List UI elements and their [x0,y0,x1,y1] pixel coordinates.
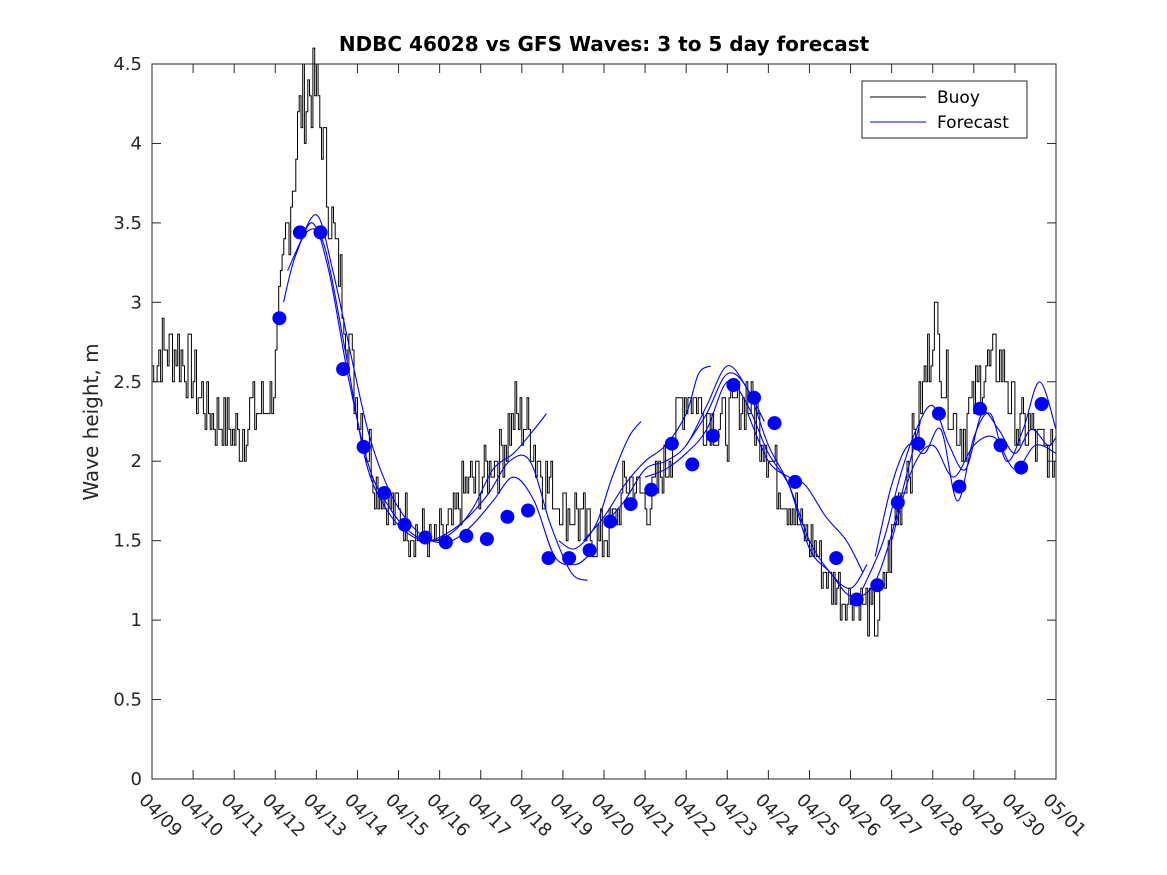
forecast-line [747,413,864,573]
forecast-point [685,457,700,472]
forecast-point [272,311,287,326]
legend-box [861,80,1028,139]
forecast-point [603,514,618,529]
y-tick-label: 2 [131,451,142,472]
forecast-markers [272,225,1049,607]
forecast-point [562,551,577,566]
y-tick-label: 1 [131,610,142,631]
forecast-point [397,517,412,532]
forecast-point [890,495,905,510]
forecast-point [336,362,351,377]
forecast-point [377,486,392,500]
forecast-line [685,372,921,598]
forecast-point [788,474,803,489]
forecast-point [313,225,328,240]
forecast-point [973,401,987,416]
y-tick-label: 2.5 [113,372,142,393]
legend: Buoy Forecast [861,80,1028,139]
y-tick-label: 0 [131,769,142,790]
forecast-point [849,592,864,607]
forecast-point [829,551,844,566]
forecast-point [623,497,638,512]
forecast-point [911,436,926,451]
chart-title: NDBC 46028 vs GFS Waves: 3 to 5 day fore… [339,32,870,56]
forecast-point [459,528,474,543]
y-tick-label: 4 [131,133,142,154]
forecast-point [582,543,597,558]
forecast-point [438,535,453,550]
forecast-point [952,479,967,494]
forecast-point [356,439,371,454]
forecast-line [891,435,1057,541]
forecast-point [931,406,946,421]
y-tick-label: 0.5 [113,690,142,711]
axis-ticks [151,63,1057,780]
forecast-point [747,390,761,405]
y-tick-label: 4.5 [113,54,142,75]
buoy-series [152,47,1056,637]
forecast-point [541,551,556,566]
y-tick-label: 1.5 [113,531,142,552]
forecast-point [767,416,782,431]
y-tick-label: 3 [131,292,142,313]
forecast-point [1034,397,1049,411]
buoy-line [152,47,1056,637]
forecast-point [292,225,307,240]
forecast-point [664,436,679,451]
forecast-point [993,438,1008,453]
legend-buoy-label: Buoy [937,88,980,108]
forecast-point [479,532,494,547]
plot-area [152,64,1056,779]
forecast-point [500,509,515,524]
forecast-line [862,404,1057,589]
forecast-point [705,428,720,443]
forecast-point [1014,460,1029,475]
y-tick-label: 3.5 [113,213,142,234]
forecast-line [295,222,547,542]
y-axis-label: Wave height, m [79,343,103,500]
forecast-point [726,378,741,392]
forecast-point [644,482,659,497]
forecast-point [521,503,535,518]
y-tick-labels: 0 0.5 1 1.5 2 2.5 3 3.5 4 4.5 [113,54,142,790]
forecast-point [870,578,885,593]
forecast-line [558,421,642,550]
forecast-point [418,530,433,545]
legend-forecast-label: Forecast [937,113,1009,133]
forecast-line [583,365,712,542]
